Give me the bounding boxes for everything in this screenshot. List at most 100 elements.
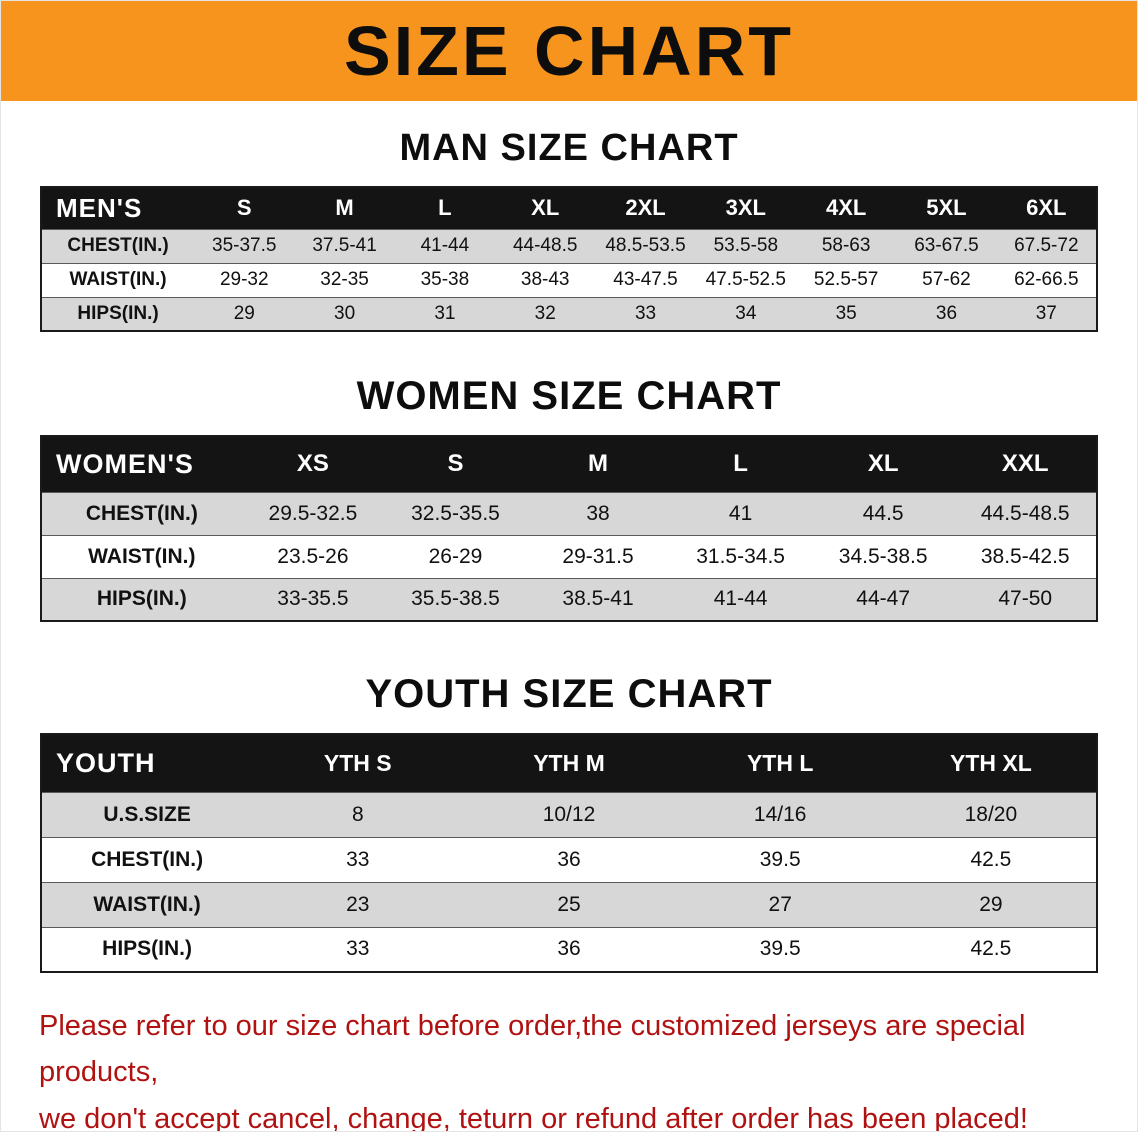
size-column-header: XXL — [1001, 450, 1049, 478]
table-row: CHEST(IN.) 29.5-32.5 32.5-35.5 38 41 44.5 44.5… — [41, 492, 1097, 535]
size-column-header: XS — [296, 450, 329, 478]
measurement-cell: 38.5-41 — [562, 587, 634, 611]
row-label-cell: U.S.SIZE — [103, 802, 191, 826]
table-row: CHEST(IN.) 35-37.5 37.5-41 41-44 44-48.5 48.5… — [41, 229, 1097, 263]
measurement-cell: 29-32 — [219, 269, 269, 290]
measurement-cell: 36 — [557, 847, 581, 871]
table-row: WAIST(IN.) 23.5-26 26-29 29-31.5 31.5-34.5 34… — [41, 535, 1097, 578]
measurement-cell: 44-47 — [856, 587, 911, 611]
women-size-chart-table: WOMEN'S XS S M L XL XXL CHEST(IN.) 29.5-32.5 32.5… — [40, 435, 1098, 622]
measurement-cell: 62-66.5 — [1014, 269, 1079, 290]
measurement-cell: 35-38 — [420, 269, 470, 290]
measurement-cell: 29 — [233, 302, 255, 324]
measurement-cell: 33 — [346, 937, 370, 961]
man-size-chart-table: MEN'S S M L XL 2XL 3XL 4XL 5XL 6XL CHEST(IN.) 35-37… — [40, 186, 1098, 332]
measurement-cell: 23.5-26 — [277, 544, 349, 568]
row-label-cell: HIPS(IN.) — [102, 937, 193, 961]
measurement-cell: 36 — [935, 302, 958, 324]
table-title-cell: MEN'S — [56, 192, 143, 223]
size-column-header: YTH M — [533, 749, 605, 776]
man-size-chart-heading: MAN SIZE CHART — [399, 127, 739, 169]
measurement-cell: 32-35 — [320, 269, 369, 290]
size-column-header: S — [236, 195, 252, 221]
table-header-row: MEN'S S M L XL 2XL 3XL 4XL 5XL 6XL — [41, 187, 1097, 229]
women-size-chart-heading: WOMEN SIZE CHART — [356, 374, 782, 418]
size-column-header: 4XL — [825, 195, 867, 221]
measurement-cell: 34.5-38.5 — [838, 544, 928, 568]
measurement-cell: 63-67.5 — [914, 235, 979, 256]
measurement-cell: 32.5-35.5 — [411, 501, 500, 525]
youth-size-chart-heading: YOUTH SIZE CHART — [365, 672, 773, 716]
measurement-cell: 57-62 — [922, 269, 971, 290]
measurement-cell: 41-44 — [420, 235, 470, 256]
row-label-cell: WAIST(IN.) — [88, 544, 196, 568]
table-row: HIPS(IN.) 29 30 31 32 33 34 35 36 37 — [41, 297, 1097, 331]
measurement-cell: 42.5 — [970, 847, 1012, 871]
measurement-cell: 52.5-57 — [813, 269, 879, 290]
table-header-row: YOUTH YTH S YTH M YTH L YTH XL — [41, 734, 1097, 792]
measurement-cell: 38 — [586, 501, 610, 525]
size-column-header: YTH L — [746, 749, 814, 776]
measurement-cell: 42.5 — [970, 937, 1012, 961]
measurement-cell: 44-48.5 — [512, 235, 578, 256]
youth-size-chart-table: YOUTH YTH S YTH M YTH L YTH XL U.S.SIZE 8 10/12… — [40, 733, 1098, 973]
measurement-cell: 41 — [728, 501, 753, 525]
measurement-cell: 31.5-34.5 — [696, 544, 785, 568]
measurement-cell: 26-29 — [428, 544, 483, 568]
row-label-cell: CHEST(IN.) — [85, 501, 198, 525]
measurement-cell: 44.5-48.5 — [980, 501, 1070, 525]
measurement-cell: 29 — [979, 892, 1003, 916]
measurement-cell: 10/12 — [542, 802, 596, 826]
disclaimer-note: Please refer to our size chart before or… — [39, 1003, 1099, 1132]
measurement-cell: 41-44 — [713, 587, 768, 611]
measurement-cell: 43-47.5 — [613, 269, 678, 290]
table-row: U.S.SIZE 8 10/12 14/16 18/20 — [41, 792, 1097, 837]
measurement-cell: 39.5 — [759, 937, 801, 961]
measurement-cell: 33 — [634, 302, 657, 324]
disclaimer-line-2: we don't accept cancel, change, teturn o… — [39, 1102, 1028, 1132]
measurement-cell: 31 — [434, 302, 456, 324]
size-column-header: L — [438, 195, 452, 221]
table-row: CHEST(IN.) 33 36 39.5 42.5 — [41, 837, 1097, 882]
measurement-cell: 35.5-38.5 — [411, 587, 500, 611]
measurement-cell: 18/20 — [964, 802, 1018, 826]
measurement-cell: 44.5 — [862, 501, 904, 525]
measurement-cell: 53.5-58 — [713, 235, 779, 256]
size-column-header: XL — [531, 195, 560, 221]
table-row: HIPS(IN.) 33 36 39.5 42.5 — [41, 927, 1097, 972]
measurement-cell: 27 — [768, 892, 792, 916]
measurement-cell: 34 — [735, 302, 757, 324]
measurement-cell: 14/16 — [753, 802, 807, 826]
table-row: WAIST(IN.) 23 25 27 29 — [41, 882, 1097, 927]
size-column-header: L — [733, 450, 748, 478]
row-label-cell: CHEST(IN.) — [91, 847, 204, 871]
size-column-header: S — [447, 450, 464, 478]
row-label-cell: HIPS(IN.) — [96, 587, 187, 611]
measurement-cell: 37 — [1035, 302, 1057, 324]
table-row: WAIST(IN.) 29-32 32-35 35-38 38-43 43-47.5 47.… — [41, 263, 1097, 297]
measurement-cell: 30 — [334, 302, 356, 324]
disclaimer-line-1: Please refer to our size chart before or… — [39, 1010, 1026, 1089]
measurement-cell: 33 — [346, 847, 370, 871]
measurement-cell: 33-35.5 — [277, 587, 349, 611]
table-title-cell: WOMEN'S — [56, 448, 194, 479]
measurement-cell: 8 — [351, 802, 364, 826]
size-column-header: M — [335, 195, 354, 221]
row-label-cell: WAIST(IN.) — [69, 269, 167, 290]
measurement-cell: 32 — [534, 302, 556, 324]
size-column-header: M — [588, 450, 609, 478]
measurement-cell: 29-31.5 — [562, 544, 634, 568]
size-chart-banner-title: SIZE CHART — [344, 12, 794, 90]
measurement-cell: 35 — [835, 302, 857, 324]
size-column-header: 2XL — [625, 195, 666, 221]
measurement-cell: 38-43 — [520, 269, 570, 290]
measurement-cell: 47-50 — [998, 587, 1053, 611]
row-label-cell: WAIST(IN.) — [93, 892, 201, 916]
size-column-header: 5XL — [926, 195, 967, 221]
measurement-cell: 67.5-72 — [1014, 235, 1079, 256]
measurement-cell: 47.5-52.5 — [705, 269, 786, 290]
measurement-cell: 58-63 — [821, 235, 871, 256]
measurement-cell: 39.5 — [759, 847, 801, 871]
measurement-cell: 36 — [557, 937, 581, 961]
